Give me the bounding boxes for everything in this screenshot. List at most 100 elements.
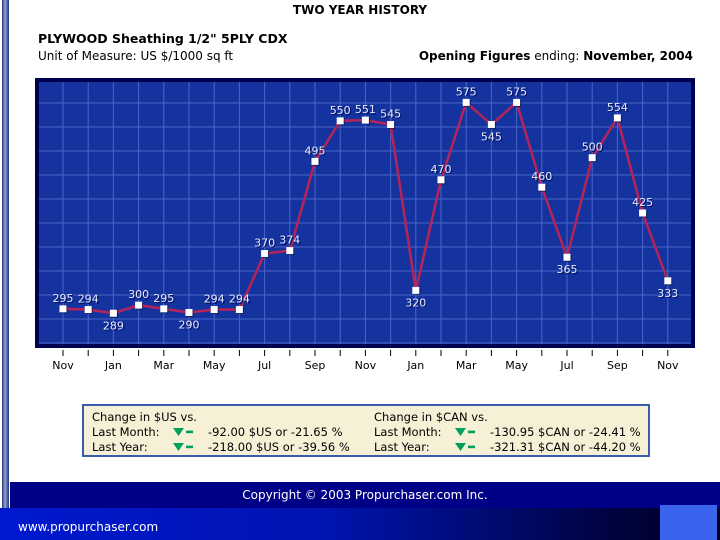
x-axis-label: Nov (355, 359, 377, 372)
data-point-label: 425 (632, 196, 653, 209)
data-point-label-shadow: 550 (331, 105, 352, 118)
data-point-label: 333 (657, 287, 678, 300)
data-point-label: 294 (204, 293, 225, 306)
data-point-label-shadow: 425 (633, 197, 654, 210)
data-point-label: 554 (607, 101, 628, 114)
data-point-marker (412, 286, 420, 294)
data-point-marker (538, 183, 546, 191)
summary-row-label: Last Month: (92, 425, 160, 440)
data-point-marker (639, 209, 647, 217)
data-point-marker (361, 116, 369, 124)
data-point-label-shadow: 295 (54, 293, 75, 306)
data-point-marker (160, 305, 168, 313)
slide-edge-strip (2, 0, 9, 508)
data-point-marker (261, 250, 269, 258)
data-point-marker (109, 309, 117, 317)
data-point-label-shadow: 374 (281, 235, 302, 248)
data-point-marker (563, 253, 571, 261)
data-point-label-shadow: 294 (205, 294, 226, 307)
x-axis-label: Mar (456, 359, 477, 372)
data-point-label-shadow: 290 (180, 320, 201, 333)
data-point-label: 294 (78, 293, 99, 306)
data-point-label-shadow: 551 (356, 104, 377, 117)
data-point-label: 495 (305, 144, 326, 157)
data-point-label: 545 (481, 131, 502, 144)
data-point-marker (387, 121, 395, 129)
data-point-marker (311, 157, 319, 165)
summary-row-label: Last Month: (374, 425, 442, 440)
data-point-marker (462, 98, 470, 106)
data-point-label-shadow: 575 (457, 87, 478, 100)
data-point-marker (664, 277, 672, 285)
data-point-label: 500 (582, 141, 603, 154)
data-point-marker (59, 305, 67, 313)
data-point-label-shadow: 500 (583, 142, 604, 155)
x-axis-label: Jan (104, 359, 122, 372)
data-point-marker (588, 154, 596, 162)
summary-row-label: Last Year: (92, 440, 148, 455)
data-point-label: 290 (179, 319, 200, 332)
data-point-label-shadow: 365 (558, 264, 579, 277)
data-point-label-shadow: 460 (533, 171, 554, 184)
data-point-label-shadow: 295 (155, 293, 176, 306)
data-point-marker (135, 301, 143, 309)
x-axis-label: Jul (257, 359, 271, 372)
x-axis-label: Jul (559, 359, 573, 372)
summary-row-value: -218.00 $US or -39.56 % (208, 440, 350, 455)
data-point-label: 295 (153, 292, 174, 305)
data-point-label: 370 (254, 237, 275, 250)
data-point-label-shadow: 545 (381, 109, 402, 122)
data-point-label: 295 (53, 292, 74, 305)
data-point-label-shadow: 370 (255, 238, 276, 251)
product-title: PLYWOOD Sheathing 1/2" 5PLY CDX (38, 31, 288, 46)
data-point-label-shadow: 294 (230, 294, 251, 307)
data-point-label-shadow: 470 (432, 164, 453, 177)
data-point-label-shadow: 545 (482, 132, 503, 145)
data-point-marker (286, 247, 294, 255)
data-point-label: 551 (355, 103, 376, 116)
x-axis-label: Mar (153, 359, 174, 372)
data-point-label: 294 (229, 293, 250, 306)
summary-row-value: -92.00 $US or -21.65 % (208, 425, 343, 440)
change-summary-box: Change in $US vs. Last Month: -92.00 $US… (82, 404, 650, 457)
data-point-label-shadow: 575 (507, 87, 528, 100)
page-title: TWO YEAR HISTORY (292, 3, 428, 17)
opening-figures-date: November, 2004 (583, 49, 693, 63)
data-point-label-shadow: 320 (407, 298, 428, 311)
copyright-text: Copyright © 2003 Propurchaser.com Inc. (242, 488, 488, 502)
data-point-label: 460 (531, 170, 552, 183)
down-triangle-minus-icon (454, 427, 490, 437)
data-point-label: 289 (103, 319, 124, 332)
x-axis-label: May (505, 359, 528, 372)
data-point-label: 545 (380, 108, 401, 121)
data-point-label: 575 (456, 85, 477, 98)
data-point-marker (487, 121, 495, 129)
x-axis-label: May (203, 359, 226, 372)
x-axis-label: Sep (305, 359, 326, 372)
copyright-bar: Copyright © 2003 Propurchaser.com Inc. (10, 482, 720, 508)
data-point-marker (437, 176, 445, 184)
x-axis-label: Nov (657, 359, 679, 372)
data-point-label: 300 (128, 288, 149, 301)
website-link[interactable]: www.propurchaser.com (18, 520, 159, 534)
data-point-label: 374 (279, 234, 300, 247)
data-point-marker (336, 117, 344, 125)
summary-row-value: -321.31 $CAN or -44.20 % (490, 440, 641, 455)
data-point-label-shadow: 300 (129, 289, 150, 302)
data-point-label-shadow: 294 (79, 294, 100, 307)
down-triangle-minus-icon (454, 442, 490, 452)
data-point-marker (235, 306, 243, 314)
summary-row-label: Last Year: (374, 440, 430, 455)
opening-figures-bold: Opening Figures (418, 49, 531, 63)
footer-gradient-bar (0, 508, 720, 540)
unit-of-measure-label: Unit of Measure: US $/1000 sq ft (38, 49, 234, 63)
down-triangle-minus-icon (172, 442, 208, 452)
footer-corner-block (660, 505, 717, 540)
down-triangle-minus-icon (172, 427, 208, 437)
x-axis-label: Sep (607, 359, 628, 372)
data-point-marker (84, 306, 92, 314)
opening-figures-ending: ending: (530, 49, 584, 63)
data-point-marker (210, 306, 218, 314)
data-point-label-shadow: 333 (659, 288, 680, 301)
